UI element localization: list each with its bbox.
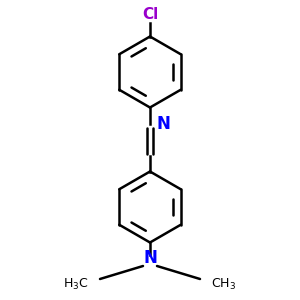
Text: H$_3$C: H$_3$C [63, 277, 89, 292]
Text: N: N [143, 249, 157, 267]
Text: CH$_3$: CH$_3$ [211, 277, 236, 292]
Text: Cl: Cl [142, 7, 158, 22]
Text: N: N [156, 115, 170, 133]
